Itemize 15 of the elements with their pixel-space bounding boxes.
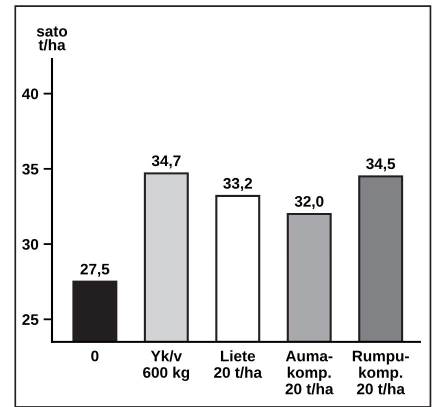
x-tick-label: Rumpu- komp. 20 t/ha (352, 350, 409, 395)
x-tick-label: Yk/v 600 kg (143, 350, 190, 381)
y-axis-title: sato t/ha (36, 26, 68, 50)
data-label: 34,5 (366, 158, 396, 172)
data-label: 34,7 (152, 155, 181, 168)
data-label: 33,2 (223, 178, 252, 191)
y-tick-label: 25 (22, 314, 38, 325)
data-label: 27,5 (80, 264, 110, 277)
x-tick-label: Liete 20 t/ha (214, 350, 262, 378)
y-tick-label: 35 (22, 164, 38, 175)
x-tick-label: Auma- komp. 20 t/ha (286, 350, 334, 395)
y-tick-label: 40 (22, 88, 38, 100)
data-label: 32,0 (294, 196, 324, 210)
y-tick-label: 30 (22, 238, 38, 250)
x-tick-label: 0 (91, 350, 98, 362)
